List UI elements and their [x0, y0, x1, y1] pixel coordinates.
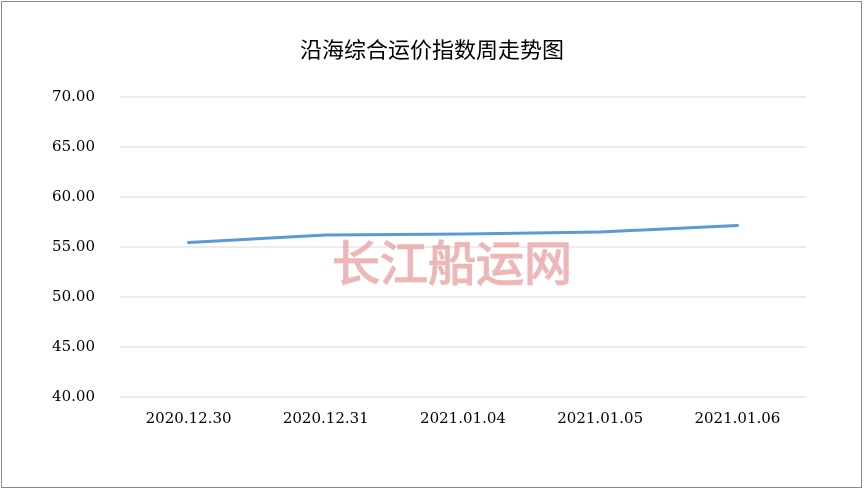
- x-tick-label: 2020.12.30: [146, 409, 232, 427]
- x-tick-label: 2021.01.06: [694, 409, 780, 427]
- y-tick-label: 65.00: [52, 137, 95, 155]
- chart-title: 沿海综合运价指数周走势图: [300, 39, 564, 64]
- x-tick-label: 2021.01.04: [420, 409, 506, 427]
- y-tick-label: 55.00: [52, 237, 95, 255]
- chart-border: [1, 1, 862, 488]
- y-tick-label: 70.00: [52, 87, 95, 105]
- y-tick-label: 60.00: [52, 187, 95, 205]
- y-tick-label: 45.00: [52, 337, 95, 355]
- x-tick-label: 2021.01.05: [557, 409, 643, 427]
- watermark: 长江船运网: [332, 237, 572, 293]
- y-tick-label: 50.00: [52, 287, 95, 305]
- y-tick-label: 40.00: [52, 387, 95, 405]
- x-tick-label: 2020.12.31: [283, 409, 369, 427]
- data-line: [187, 224, 739, 244]
